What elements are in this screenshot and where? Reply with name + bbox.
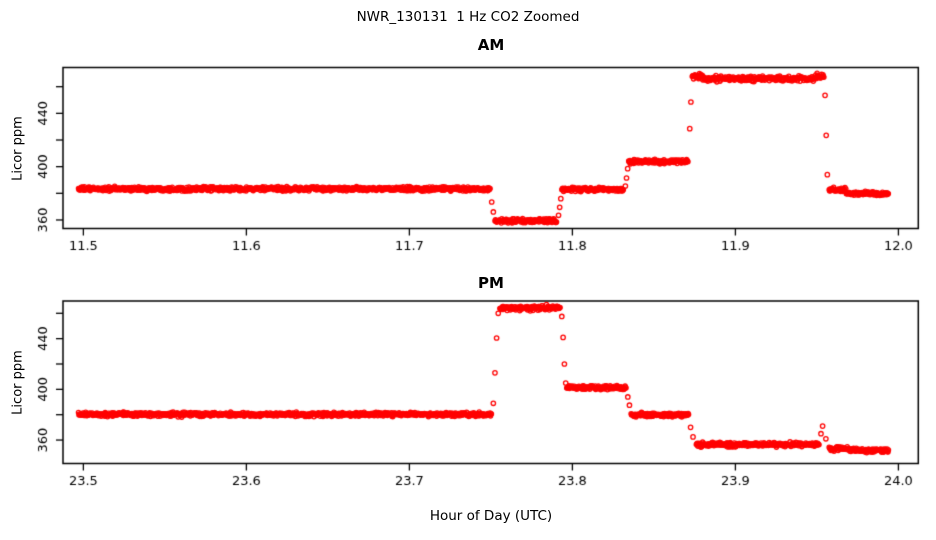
am-y-axis-label: Licor ppm: [10, 116, 26, 181]
figure-title: NWR_130131 1 Hz CO2 Zoomed: [356, 9, 580, 25]
pm-y-axis-label: Licor ppm: [10, 350, 26, 415]
am-panel-title: AM: [477, 36, 505, 54]
x-axis-label: Hour of Day (UTC): [429, 508, 553, 524]
pm-panel-title: PM: [478, 274, 504, 292]
